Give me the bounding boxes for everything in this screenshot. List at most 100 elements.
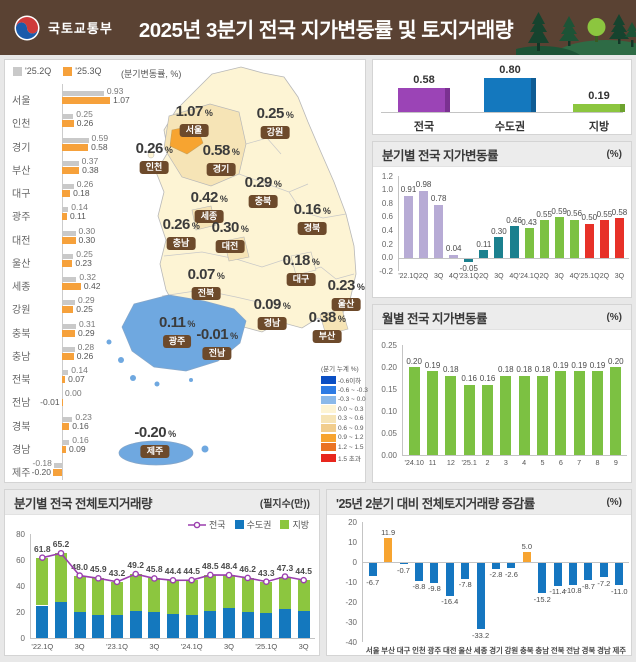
x-axis-label: 3Q [554,273,564,280]
bar [419,190,429,258]
map-legend-item: 1.5 초과 [321,453,365,463]
region-bar-value: 0.09 [69,443,86,454]
line-legend-icon [188,521,207,528]
percent-sign: % [185,319,195,329]
region-bar-value: 0.25 [76,248,93,259]
line-value-label: 44.5 [295,566,312,577]
map-region-badge: 경북 [297,221,327,235]
bar [592,371,603,455]
region-label: 전북 [12,375,31,386]
region-bar-row: 전북 0.14 0.07 [5,365,185,388]
quarterly-chart: 1.2 1.0 0.8 0.6 0.4 0.2 0.0 -0.2 0.91 '22.1Q 0.98 2… [373,166,631,297]
bar-value-label: -8.7 [582,581,595,591]
region-bar-row: 대전 0.30 0.30 [5,226,185,249]
map-region-label: 1.07 % 서울 [176,104,213,138]
percent-sign: % [217,194,228,204]
legend-swatch [13,66,22,76]
monthly-chart: 0.25 0.20 0.15 0.10 0.05 0.00 0.20 '24.10 0.19 11… [373,329,631,482]
bar-value-label: 0.98 [415,180,432,190]
map-legend-swatch [321,443,336,451]
legend-swatch [234,520,244,529]
bar-value-label: 0.50 [581,213,598,223]
map-region-badge: 충남 [166,236,196,250]
quarterly-panel-header: 분기별 전국 지가변동률 (%) [373,142,631,167]
bar-value-label: -0.7 [397,565,410,575]
bar-value-label: -9.8 [427,584,441,594]
bar-sudogwon [111,615,123,638]
legend-label: 지방 [292,520,309,530]
map-region-value: 0.29 % [244,174,282,191]
y-axis-tick: 0.25 [381,340,397,350]
bar [569,563,578,585]
bar-25-3q [62,213,67,221]
region-bar-value: 0.59 [91,132,109,143]
transactions-chart: 80 60 40 20 0 61.8'22.1Q 65.2 48.0 3Q 45.9 43.2'23… [5,514,319,655]
region-label: 전남 [12,398,31,410]
bar [479,250,489,258]
legend-item: 수도권 [234,518,271,531]
x-axis-label: '23.1Q [458,273,479,280]
region-bar-value: 0.14 [71,365,88,375]
bar [384,538,393,562]
region-bar-row: 광주 0.14 0.11 [5,202,185,225]
x-axis-label: 3Q [149,642,160,651]
transactions-legend: 전국 수도권 지방 [188,518,309,531]
region-bar-value: 0.18 [73,188,90,198]
bar-jibang [55,553,67,603]
map-region-badge: 세종 [194,209,224,223]
y-axis-line [402,345,403,455]
x-axis-label: 3Q [223,642,234,651]
y-axis-tick: 1.0 [381,185,393,195]
bar-25-2q [62,346,75,352]
region-bar-legend: '25.2Q '25.3Q [13,66,102,76]
bar-25-3q [62,236,76,244]
bar-25-2q [62,91,104,96]
y-axis-tick: -20 [345,597,357,607]
bar-value-label: 0.20 [406,356,422,366]
bar-25-2q [62,160,79,166]
region-bar-value: 0.42 [83,281,101,291]
bar-25-2q [62,439,70,445]
bar-sudogwon [297,610,310,638]
bar-value-label: 0.55 [596,209,613,219]
map-region-label: 0.30 % 대전 [212,220,249,254]
bar-25-2q [62,184,74,189]
category-label: 지방 [588,121,610,133]
bar [522,552,531,562]
region-bar-value: 1.07 [113,95,130,105]
map-region-label: 0.11 % 광주 [159,315,195,349]
map-region-value: 0.26 % [135,140,173,157]
bar-value-label: 0.19 [588,90,610,103]
map-region-value: 0.18 % [282,252,320,269]
map-region-label: 0.38 % 부산 [309,310,346,344]
bar-25-3q [62,329,76,337]
y-axis-line [362,522,363,642]
map-region-badge: 울산 [331,297,361,311]
bar-value-label: 0.19 [589,360,606,370]
x-axis-label: '24.1Q [518,273,540,280]
x-axis-label: 2Q [479,273,489,280]
x-axis-label: 2Q [418,273,429,280]
bar-value-label: 0.58 [611,207,628,217]
region-bar-value: 0.11 [69,211,86,222]
bar-value-label: 0.56 [566,209,583,219]
map-legend-item: 0.6 ~ 0.9 [321,424,365,432]
bar [434,204,444,258]
bar [573,371,585,455]
region-bar-row: 부산 0.37 0.38 [5,156,185,179]
bar-value-label: 0.78 [430,194,447,204]
region-bar-value: 0.37 [81,155,99,166]
map-legend-swatch [321,375,336,384]
bar-value-label: 0.59 [551,206,567,216]
map-legend-title: (분기 누계 %) [321,366,359,373]
y-axis-tick: 0.00 [381,450,397,460]
bar-25-3q [62,445,67,453]
bar-value-label: 0.18 [534,365,551,375]
monthly-unit: (%) [606,311,622,323]
x-axis-label: 3Q [74,642,85,651]
bar [461,563,470,579]
map-legend-item: 0.0 ~ 0.3 [321,405,365,413]
agency-name: 국토교통부 [48,21,113,36]
map-region-label: 0.26 % 인천 [135,140,173,175]
